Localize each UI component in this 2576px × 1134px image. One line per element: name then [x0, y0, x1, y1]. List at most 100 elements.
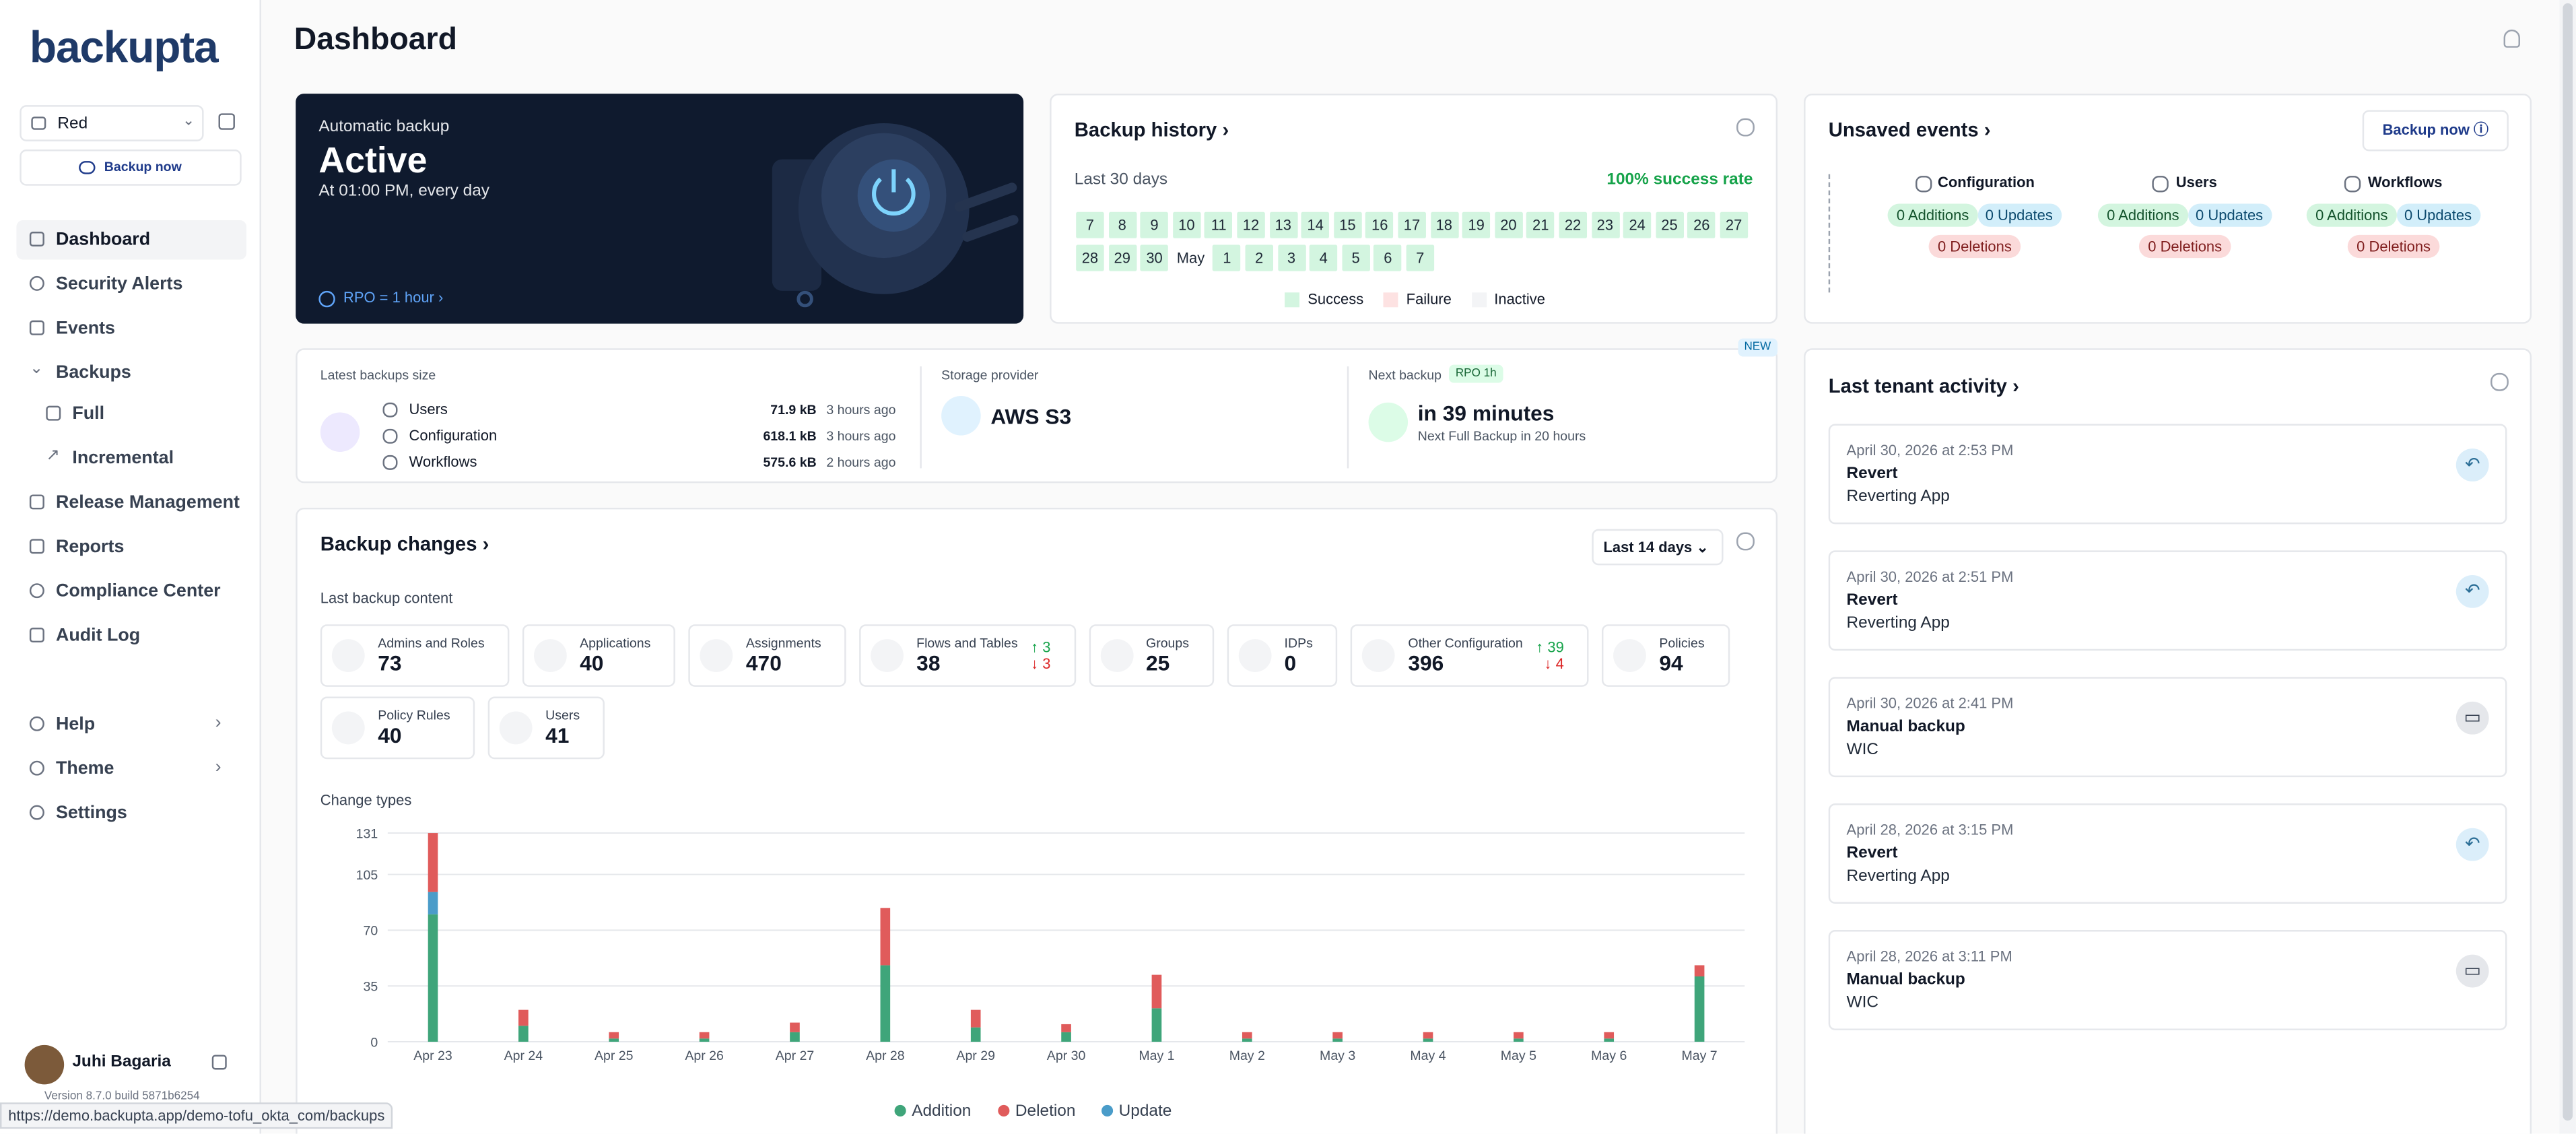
- bar-segment: [880, 908, 891, 966]
- tile-value: 396: [1408, 651, 1444, 675]
- activity-item[interactable]: April 28, 2026 at 3:11 PM Manual backup WI…: [1828, 930, 2507, 1030]
- activity-item[interactable]: April 28, 2026 at 3:15 PM Revert Reverting…: [1828, 803, 2507, 904]
- x-tick-label: Apr 23: [413, 1048, 452, 1063]
- size-row: Configuration 618.1 kB 3 hours ago: [382, 422, 902, 448]
- nav-item[interactable]: Backups: [55, 363, 131, 383]
- nav-icon: [29, 539, 44, 554]
- nav-icon: [29, 232, 44, 246]
- day-cell: 10: [1172, 211, 1201, 238]
- calendar-row: 7 8 9 10 11 12 13 14 15 16 17 18 19 20 21 22 23 24 25 26 27: [1076, 211, 1752, 238]
- card-title[interactable]: Last tenant activity ›: [1828, 374, 2019, 398]
- activity-date: April 30, 2026 at 2:51 PM: [1846, 568, 2014, 585]
- status-url: https://demo.backupta.app/demo-tofu_okta…: [0, 1102, 393, 1129]
- row-icon: [382, 454, 398, 469]
- tile-label: Groups: [1146, 636, 1190, 651]
- bar-segment: [428, 892, 438, 914]
- activity-date: April 30, 2026 at 2:53 PM: [1846, 442, 2014, 459]
- backup-now-button[interactable]: Backup now ⓘ: [2362, 110, 2509, 152]
- nav-item[interactable]: Theme: [55, 759, 114, 779]
- bar-segment: [1423, 1038, 1433, 1042]
- content-tile[interactable]: Users 41: [487, 696, 605, 760]
- card-title[interactable]: Backup history ›: [1074, 118, 1229, 141]
- content-tile[interactable]: Admins and Roles 73: [320, 624, 510, 687]
- logout-button[interactable]: [211, 1055, 227, 1070]
- nav-item[interactable]: Dashboard: [55, 230, 151, 250]
- nav-item[interactable]: Events: [55, 319, 115, 339]
- nav-item[interactable]: Settings: [55, 803, 127, 824]
- size-row: Users 71.9 kB 3 hours ago: [382, 396, 902, 422]
- activity-item[interactable]: April 30, 2026 at 2:41 PM Manual backup WI…: [1828, 677, 2507, 778]
- y-tick-label: 105: [356, 868, 378, 883]
- content-tile[interactable]: Assignments 470: [688, 624, 846, 687]
- tile-value: 73: [378, 651, 402, 675]
- rpo-label: RPO = 1 hour: [343, 289, 434, 306]
- bar-segment: [609, 1038, 619, 1042]
- content-tile[interactable]: Policy Rules 40: [320, 696, 475, 760]
- activity-item[interactable]: April 30, 2026 at 2:53 PM Revert Reverting…: [1828, 424, 2507, 525]
- day-cell: 11: [1205, 211, 1233, 238]
- content-tile[interactable]: Policies 94: [1601, 624, 1730, 687]
- row-age: 3 hours ago: [826, 401, 896, 417]
- activity-detail: WIC: [1846, 994, 1879, 1013]
- day-cell: 20: [1494, 211, 1523, 238]
- drive-icon: ▭: [2455, 701, 2489, 735]
- x-tick-label: May 2: [1229, 1048, 1265, 1063]
- nav-item[interactable]: Help: [55, 714, 96, 735]
- tile-label: IDPs: [1284, 636, 1313, 651]
- tile-text: Applications 40: [580, 636, 650, 675]
- nav-item[interactable]: Reports: [55, 537, 125, 558]
- content-tile[interactable]: Groups 25: [1088, 624, 1214, 687]
- content-tile[interactable]: Flows and Tables 38 ↑ 3 ↓ 3: [858, 624, 1076, 687]
- updates-badge: 0 Updates: [1977, 203, 2062, 226]
- delta-up: ↑ 3: [1031, 639, 1051, 656]
- nav-item[interactable]: Incremental: [72, 448, 174, 469]
- avatar: [24, 1044, 65, 1085]
- day-cell: 7: [1076, 211, 1104, 238]
- revert-icon: ↶: [2455, 828, 2489, 861]
- size-rows: Users 71.9 kB 3 hours ago Configuration 618.…: [382, 396, 902, 475]
- notifications-button[interactable]: [2503, 29, 2520, 48]
- x-tick-label: May 1: [1139, 1048, 1174, 1063]
- column-header: Users: [2087, 174, 2284, 192]
- day-cell: 21: [1526, 211, 1555, 238]
- column-header: Configuration: [1876, 174, 2073, 192]
- bar-segment: [1061, 1024, 1071, 1032]
- tile-label: Policy Rules: [378, 708, 450, 723]
- nav-item[interactable]: Audit Log: [55, 626, 141, 646]
- nav-item[interactable]: Release Management: [55, 493, 240, 513]
- edit-button[interactable]: [218, 113, 235, 130]
- content-tile[interactable]: IDPs 0: [1227, 624, 1338, 687]
- activity-action: Revert: [1846, 591, 1898, 610]
- legend-swatch: [1285, 292, 1300, 308]
- activity-action: Manual backup: [1846, 718, 1965, 737]
- backup-history-card: Backup history › Last 30 days 100% succe…: [1050, 94, 1778, 324]
- day-cell: 13: [1269, 211, 1297, 238]
- additions-badge: 0 Additions: [1888, 203, 1977, 226]
- row-size: 618.1 kB: [763, 428, 817, 443]
- size-icon: [320, 412, 360, 452]
- updates-badge: 0 Updates: [2396, 203, 2480, 226]
- range-label: Last 14 days: [1603, 539, 1693, 556]
- nav-icon: [29, 716, 44, 731]
- tile-value: 470: [745, 651, 782, 675]
- day-cell: 2: [1245, 244, 1273, 271]
- rpo-link[interactable]: RPO = 1 hour ›: [318, 289, 443, 307]
- y-tick-label: 131: [356, 826, 378, 841]
- backup-now-label: Backup now: [104, 159, 182, 174]
- legend-label: Deletion: [1015, 1102, 1075, 1120]
- tile-value: 41: [545, 723, 570, 748]
- content-tile[interactable]: Applications 40: [522, 624, 675, 687]
- activity-item[interactable]: April 30, 2026 at 2:51 PM Revert Reverting…: [1828, 550, 2507, 651]
- backup-now-button[interactable]: Backup now: [20, 149, 242, 186]
- version: Version 8.7.0 build 5871b6254: [44, 1091, 200, 1103]
- nav-item[interactable]: Full: [72, 404, 105, 424]
- nav-item[interactable]: Compliance Center: [55, 581, 221, 602]
- nav-item[interactable]: Security Alerts: [55, 274, 183, 294]
- cloud-icon: [79, 160, 96, 174]
- card-title[interactable]: Unsaved events ›: [1828, 118, 1991, 141]
- card-title[interactable]: Backup changes ›: [320, 532, 489, 556]
- range-select[interactable]: Last 14 days ⌄: [1592, 529, 1724, 566]
- day-cell: 12: [1237, 211, 1265, 238]
- tenant-select[interactable]: Red ⌄: [20, 105, 204, 141]
- content-tile[interactable]: Other Configuration 396 ↑ 39 ↓ 4: [1350, 624, 1589, 687]
